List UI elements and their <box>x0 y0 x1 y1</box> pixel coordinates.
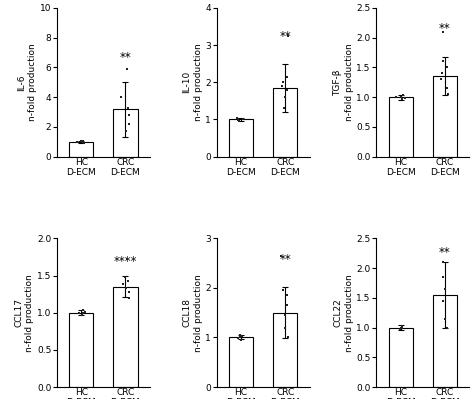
Point <box>239 116 247 122</box>
Y-axis label: CCL22
n-fold production: CCL22 n-fold production <box>334 274 354 352</box>
Y-axis label: IL-6
n-fold production: IL-6 n-fold production <box>17 43 37 121</box>
Point <box>279 287 287 294</box>
Point <box>398 325 406 331</box>
Point <box>236 334 244 341</box>
Bar <box>69 313 93 387</box>
Y-axis label: TGF-β
n-fold production: TGF-β n-fold production <box>334 43 354 121</box>
Point <box>235 117 242 123</box>
Bar <box>273 88 297 157</box>
Point <box>282 312 289 318</box>
Point <box>123 66 131 72</box>
Point <box>77 138 85 144</box>
Point <box>121 274 129 280</box>
Point <box>444 324 451 331</box>
Point <box>235 118 242 124</box>
Point <box>441 316 448 322</box>
Point <box>437 76 445 83</box>
Point <box>397 93 405 100</box>
Y-axis label: CCL17
n-fold production: CCL17 n-fold production <box>14 274 34 352</box>
Bar <box>113 109 137 157</box>
Point <box>119 281 127 288</box>
Point <box>444 91 452 97</box>
Point <box>283 302 291 308</box>
Point <box>73 139 81 145</box>
Point <box>399 96 406 102</box>
Point <box>80 138 87 144</box>
Point <box>279 79 287 85</box>
Point <box>280 105 288 111</box>
Point <box>278 253 285 259</box>
Text: ****: **** <box>114 255 137 268</box>
Point <box>237 337 245 343</box>
Point <box>439 298 447 304</box>
Point <box>397 324 405 331</box>
Text: **: ** <box>279 30 291 43</box>
Bar <box>113 287 137 387</box>
Point <box>283 87 291 93</box>
Point <box>122 128 130 134</box>
Point <box>438 70 446 77</box>
Bar <box>273 313 297 387</box>
Point <box>81 309 89 315</box>
Point <box>439 29 447 35</box>
Point <box>234 115 241 121</box>
Point <box>401 95 409 101</box>
Point <box>443 64 451 71</box>
Point <box>124 278 132 284</box>
Point <box>79 310 87 317</box>
Point <box>118 94 125 101</box>
Point <box>79 138 86 145</box>
Point <box>80 140 87 146</box>
Point <box>441 286 449 292</box>
Point <box>237 332 244 339</box>
Point <box>398 323 405 329</box>
Point <box>398 324 406 330</box>
Point <box>284 33 292 39</box>
Y-axis label: IL-10
n-fold production: IL-10 n-fold production <box>182 43 202 121</box>
Point <box>125 121 133 127</box>
Point <box>444 85 451 91</box>
Point <box>283 292 290 298</box>
Point <box>79 307 87 314</box>
Point <box>234 116 242 122</box>
Point <box>122 285 130 291</box>
Bar <box>433 76 457 157</box>
Point <box>282 94 289 101</box>
Point <box>125 294 132 301</box>
Point <box>392 94 400 101</box>
Bar <box>389 328 413 387</box>
Bar <box>389 97 413 157</box>
Point <box>78 312 86 318</box>
Point <box>439 259 447 265</box>
Point <box>396 326 404 332</box>
Bar <box>229 338 253 387</box>
Point <box>126 289 133 295</box>
Point <box>400 92 407 99</box>
Point <box>439 58 447 65</box>
Point <box>125 105 132 111</box>
Bar <box>69 142 93 157</box>
Point <box>281 324 289 331</box>
Point <box>284 334 292 341</box>
Bar <box>433 295 457 387</box>
Point <box>279 83 286 89</box>
Text: **: ** <box>439 22 451 35</box>
Text: **: ** <box>439 246 451 259</box>
Text: **: ** <box>119 51 131 65</box>
Point <box>439 274 447 280</box>
Bar <box>229 119 253 157</box>
Point <box>283 73 291 80</box>
Y-axis label: CCL18
n-fold production: CCL18 n-fold production <box>182 274 202 352</box>
Point <box>239 333 246 340</box>
Point <box>125 112 133 118</box>
Point <box>75 310 83 316</box>
Text: **: ** <box>279 253 291 266</box>
Point <box>234 335 242 342</box>
Point <box>123 256 130 263</box>
